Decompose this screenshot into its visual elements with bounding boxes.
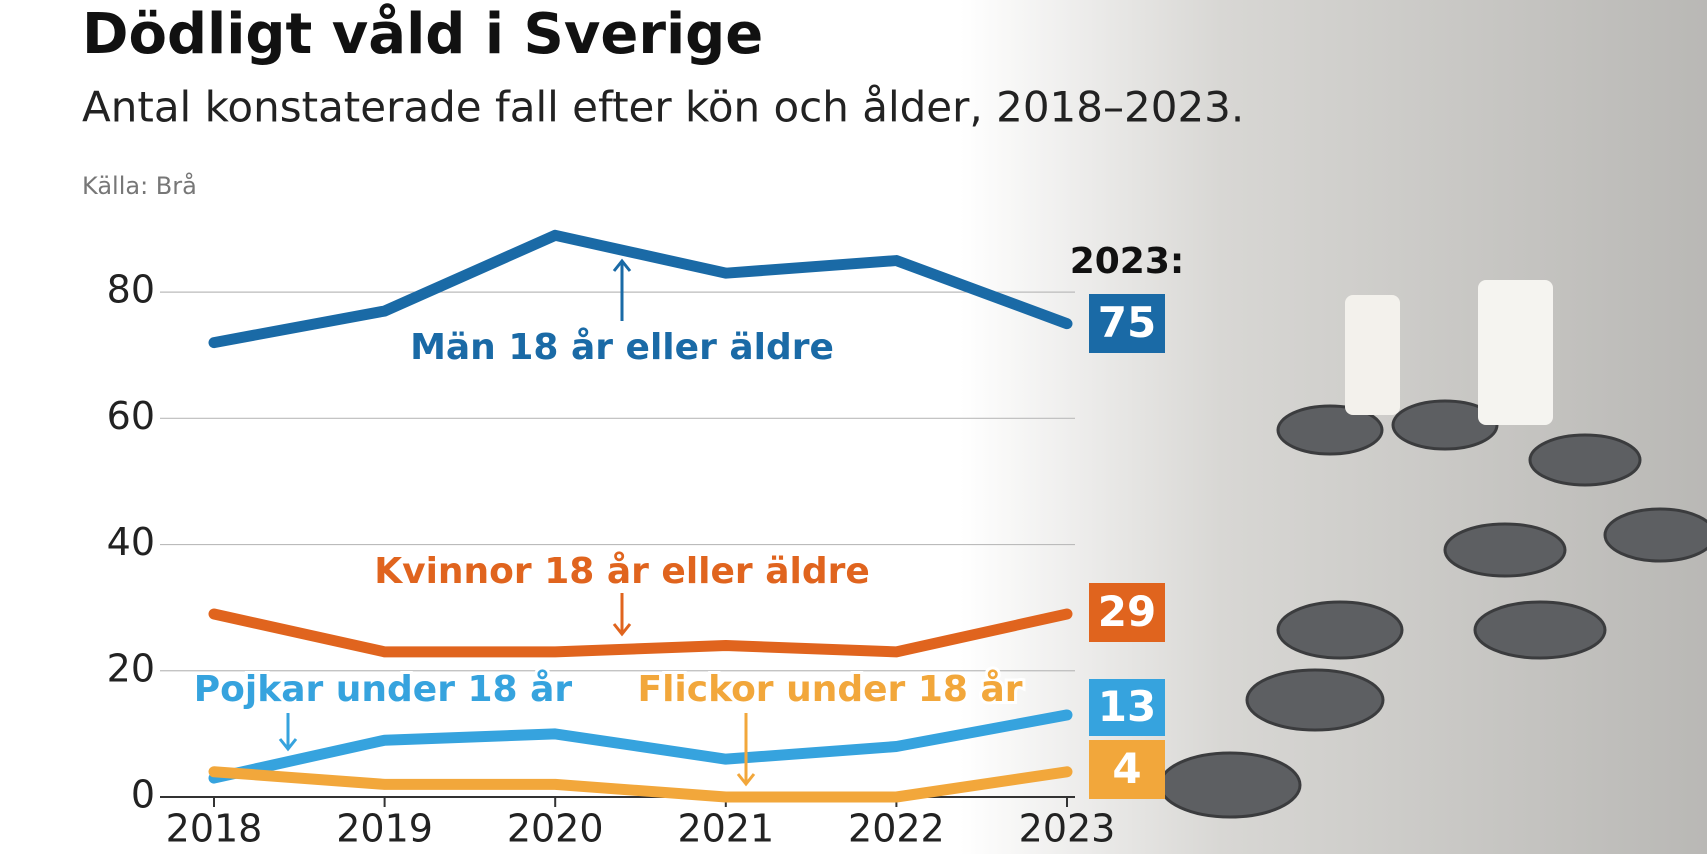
end-value-box	[1089, 294, 1165, 353]
series-line	[208, 766, 1073, 803]
annotation-arrow	[612, 258, 632, 321]
photo-background	[960, 0, 1707, 854]
series-label: Kvinnor 18 år eller äldre	[374, 551, 870, 592]
end-value-label: 29	[1098, 587, 1156, 636]
chart-title: Dödligt våld i Sverige	[82, 2, 763, 67]
annotation-arrow	[612, 593, 632, 637]
x-tick-label: 2018	[166, 807, 263, 851]
end-value-label: 13	[1098, 682, 1156, 731]
series-line	[208, 608, 1073, 658]
y-tick-label: 60	[107, 394, 155, 438]
end-value-label: 4	[1112, 744, 1141, 793]
end-value-box	[1089, 583, 1165, 642]
series-line	[208, 229, 1073, 349]
series-label: Flickor under 18 år	[637, 669, 1022, 710]
x-tick-label: 2023	[1019, 807, 1116, 851]
chart-subtitle: Antal konstaterade fall efter kön och ål…	[82, 83, 1244, 132]
y-tick-label: 20	[107, 646, 155, 690]
end-value-label: 75	[1098, 298, 1156, 347]
annotation-arrow	[736, 713, 756, 787]
x-tick-label: 2022	[848, 807, 945, 851]
series-line	[208, 709, 1073, 784]
source: Källa: Brå	[82, 171, 197, 200]
end-label-title: 2023:	[1070, 241, 1185, 282]
y-tick-label: 80	[107, 268, 155, 312]
series-label: Pojkar under 18 år	[194, 669, 573, 710]
x-tick-label: 2019	[336, 807, 433, 851]
x-tick-label: 2021	[677, 807, 774, 851]
end-value-box	[1089, 679, 1165, 736]
y-tick-label: 0	[131, 773, 155, 817]
series-label: Män 18 år eller äldre	[410, 327, 834, 368]
x-tick-label: 2020	[507, 807, 604, 851]
end-value-box	[1089, 740, 1165, 799]
annotation-arrow	[278, 713, 298, 752]
y-tick-label: 40	[107, 520, 155, 564]
